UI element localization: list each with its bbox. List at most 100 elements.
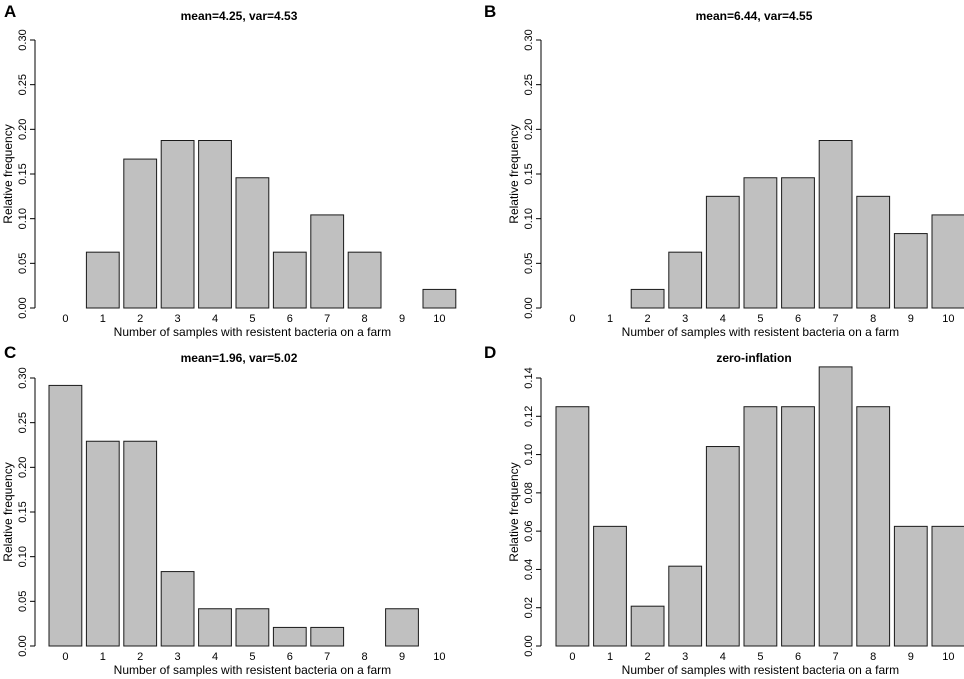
y-axis-label: Relative frequency bbox=[507, 462, 521, 561]
x-tick-label: 5 bbox=[249, 313, 255, 325]
bar-6 bbox=[781, 406, 815, 647]
y-axis-label: Relative frequency bbox=[1, 462, 15, 561]
bar-9 bbox=[893, 233, 928, 309]
panel-letter: B bbox=[484, 2, 496, 21]
x-tick-label: 1 bbox=[100, 651, 106, 663]
bar-1 bbox=[85, 251, 120, 309]
x-tick-label: 7 bbox=[324, 651, 330, 663]
x-tick-label: 1 bbox=[607, 313, 613, 325]
y-tick-label: 0.25 bbox=[17, 412, 29, 433]
x-tick-label: 6 bbox=[287, 651, 293, 663]
x-tick-label: 7 bbox=[324, 313, 330, 325]
bar-10 bbox=[931, 214, 964, 309]
x-tick-label: 8 bbox=[870, 313, 876, 325]
y-tick-label: 0.14 bbox=[523, 367, 535, 388]
y-tick-label: 0.00 bbox=[17, 297, 29, 318]
x-tick-label: 7 bbox=[833, 313, 839, 325]
x-tick-label: 4 bbox=[720, 313, 726, 325]
bar-2 bbox=[630, 605, 665, 647]
bar-3 bbox=[160, 140, 195, 309]
bar-6 bbox=[272, 251, 307, 309]
y-axis-label: Relative frequency bbox=[507, 124, 521, 223]
x-tick-label: 2 bbox=[137, 313, 143, 325]
y-tick-label: 0.05 bbox=[17, 253, 29, 274]
x-tick-label: 6 bbox=[795, 651, 801, 663]
y-tick-label: 0.00 bbox=[17, 635, 29, 656]
y-tick-label: 0.25 bbox=[523, 74, 535, 95]
panel-letter: D bbox=[484, 343, 496, 362]
x-tick-label: 9 bbox=[908, 651, 914, 663]
bar-2 bbox=[630, 288, 665, 309]
x-tick-label: 4 bbox=[212, 313, 218, 325]
bar-4 bbox=[198, 608, 232, 647]
x-axis-label: Number of samples with resistent bacteri… bbox=[622, 663, 899, 677]
y-tick-label: 0.25 bbox=[17, 74, 29, 95]
x-axis-label: Number of samples with resistent bacteri… bbox=[114, 325, 391, 339]
y-axis-label: Relative frequency bbox=[1, 124, 15, 223]
bar-3 bbox=[668, 565, 703, 647]
x-tick-label: 7 bbox=[833, 651, 839, 663]
panel-letter: A bbox=[4, 2, 16, 21]
y-tick-label: 0.05 bbox=[17, 591, 29, 612]
y-tick-label: 0.06 bbox=[523, 520, 535, 541]
bar-2 bbox=[123, 440, 158, 647]
x-tick-label: 9 bbox=[908, 313, 914, 325]
bar-6 bbox=[781, 177, 815, 309]
x-tick-label: 6 bbox=[795, 313, 801, 325]
bar-7 bbox=[818, 366, 853, 647]
bar-10 bbox=[422, 288, 457, 309]
x-axis-label: Number of samples with resistent bacteri… bbox=[622, 325, 899, 339]
x-tick-label: 10 bbox=[942, 313, 954, 325]
y-tick-label: 0.10 bbox=[17, 546, 29, 567]
bar-3 bbox=[668, 251, 703, 309]
x-tick-label: 6 bbox=[287, 313, 293, 325]
y-tick-label: 0.30 bbox=[17, 367, 29, 388]
x-tick-label: 9 bbox=[399, 313, 405, 325]
bar-7 bbox=[310, 214, 345, 309]
y-tick-label: 0.10 bbox=[523, 208, 535, 229]
bar-4 bbox=[705, 195, 740, 309]
x-tick-label: 8 bbox=[362, 313, 368, 325]
x-tick-label: 0 bbox=[62, 313, 68, 325]
y-tick-label: 0.05 bbox=[523, 253, 535, 274]
y-tick-label: 0.08 bbox=[523, 482, 535, 503]
bar-1 bbox=[85, 440, 120, 647]
bar-8 bbox=[856, 406, 891, 647]
bar-7 bbox=[310, 626, 345, 647]
y-tick-label: 0.20 bbox=[17, 119, 29, 140]
y-tick-label: 0.15 bbox=[523, 163, 535, 184]
x-tick-label: 10 bbox=[433, 313, 445, 325]
bar-4 bbox=[198, 140, 232, 309]
bar-1 bbox=[593, 525, 627, 647]
x-tick-label: 5 bbox=[757, 313, 763, 325]
y-tick-label: 0.00 bbox=[523, 635, 535, 656]
chart-title: zero-inflation bbox=[716, 351, 791, 365]
x-tick-label: 2 bbox=[645, 651, 651, 663]
x-tick-label: 1 bbox=[607, 651, 613, 663]
bar-9 bbox=[385, 608, 419, 647]
bar-5 bbox=[235, 177, 270, 309]
y-tick-label: 0.12 bbox=[523, 406, 535, 427]
y-tick-label: 0.00 bbox=[523, 297, 535, 318]
y-tick-label: 0.15 bbox=[17, 501, 29, 522]
x-tick-label: 0 bbox=[569, 651, 575, 663]
bar-9 bbox=[893, 525, 928, 647]
bar-5 bbox=[743, 177, 778, 309]
panel-letter: C bbox=[4, 343, 16, 362]
bar-3 bbox=[160, 571, 195, 647]
chart-title: mean=4.25, var=4.53 bbox=[181, 9, 298, 23]
x-tick-label: 0 bbox=[62, 651, 68, 663]
bar-0 bbox=[48, 384, 83, 647]
x-tick-label: 1 bbox=[100, 313, 106, 325]
x-tick-label: 10 bbox=[433, 651, 445, 663]
chart-title: mean=1.96, var=5.02 bbox=[181, 351, 298, 365]
chart-title: mean=6.44, var=4.55 bbox=[696, 9, 813, 23]
bar-4 bbox=[705, 446, 740, 647]
bar-2 bbox=[123, 158, 158, 309]
y-tick-label: 0.04 bbox=[523, 559, 535, 580]
y-tick-label: 0.02 bbox=[523, 597, 535, 618]
bar-8 bbox=[347, 251, 382, 309]
